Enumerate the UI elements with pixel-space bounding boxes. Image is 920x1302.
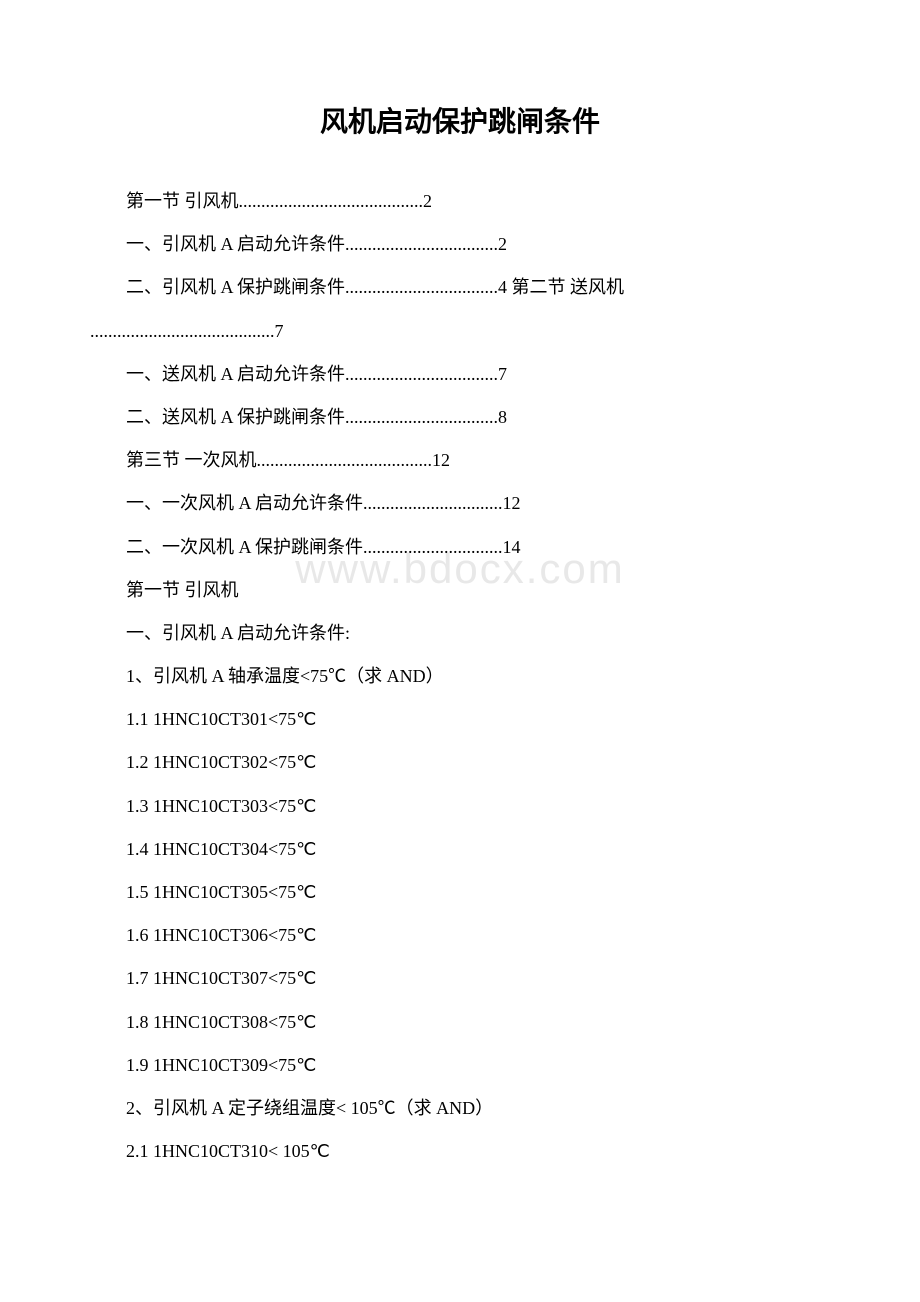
condition-1: 1、引风机 A 轴承温度<75℃（求 AND） [90, 655, 830, 698]
toc-item-3-1: 一、一次风机 A 启动允许条件.........................… [90, 482, 830, 525]
toc-item-1-1: 一、引风机 A 启动允许条件..........................… [90, 223, 830, 266]
toc-section-3: 第三节 一次风机................................… [90, 439, 830, 482]
toc-item-2-2: 二、送风机 A 保护跳闸条件..........................… [90, 396, 830, 439]
toc-item-1-2-continuation: ........................................… [90, 310, 830, 353]
toc-section-1: 第一节 引风机.................................… [90, 180, 830, 223]
section-1-heading: 第一节 引风机 [90, 569, 830, 612]
toc-item-2-1: 一、送风机 A 启动允许条件..........................… [90, 353, 830, 396]
section-1-subheading: 一、引风机 A 启动允许条件: [90, 612, 830, 655]
condition-1-9: 1.9 1HNC10CT309<75℃ [90, 1044, 830, 1087]
toc-item-3-2: 二、一次风机 A 保护跳闸条件.........................… [90, 526, 830, 569]
toc-item-1-2: 二、引风机 A 保护跳闸条件..........................… [90, 266, 830, 309]
condition-1-8: 1.8 1HNC10CT308<75℃ [90, 1001, 830, 1044]
condition-2-1: 2.1 1HNC10CT310< 105℃ [90, 1130, 830, 1173]
condition-2: 2、引风机 A 定子绕组温度< 105℃（求 AND） [90, 1087, 830, 1130]
condition-1-7: 1.7 1HNC10CT307<75℃ [90, 957, 830, 1000]
document-title: 风机启动保护跳闸条件 [90, 100, 830, 140]
condition-1-6: 1.6 1HNC10CT306<75℃ [90, 914, 830, 957]
document-content: 风机启动保护跳闸条件 第一节 引风机......................… [90, 100, 830, 1173]
condition-1-4: 1.4 1HNC10CT304<75℃ [90, 828, 830, 871]
condition-1-3: 1.3 1HNC10CT303<75℃ [90, 785, 830, 828]
condition-1-1: 1.1 1HNC10CT301<75℃ [90, 698, 830, 741]
condition-1-5: 1.5 1HNC10CT305<75℃ [90, 871, 830, 914]
condition-1-2: 1.2 1HNC10CT302<75℃ [90, 741, 830, 784]
